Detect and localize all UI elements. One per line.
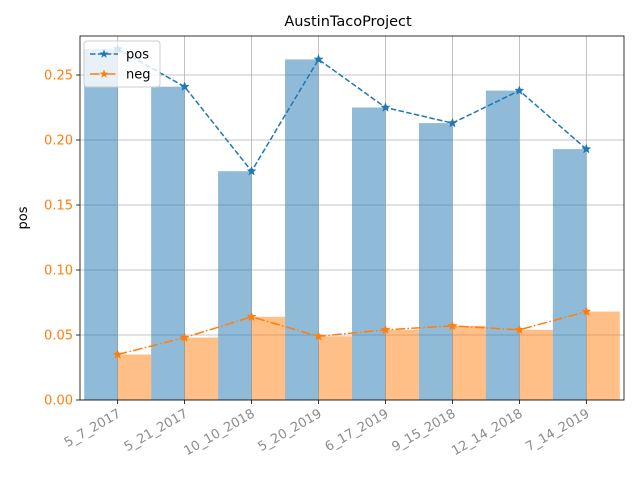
marker-pos — [447, 117, 458, 128]
bar-pos — [418, 123, 453, 400]
y-tick-label: 0.15 — [44, 199, 73, 214]
y-tick-label: 0.25 — [44, 69, 73, 84]
legend-marker-neg — [99, 69, 109, 78]
marker-pos — [179, 81, 190, 91]
marker-pos — [246, 165, 257, 176]
x-tick-label: 5_21_2017 — [122, 406, 191, 454]
bar-pos — [352, 107, 386, 400]
bar-pos — [84, 49, 118, 400]
marker-neg — [447, 320, 458, 331]
bar-neg — [586, 311, 620, 400]
y-tick-label: 0.20 — [44, 134, 73, 149]
marker-pos — [380, 102, 391, 112]
x-tick-label: 6_17_2019 — [323, 406, 392, 454]
bar-pos — [552, 149, 587, 400]
bar-pos — [285, 59, 319, 401]
y-tick-labels: 0.00 0.05 0.10 0.15 0.20 0.25 — [44, 69, 73, 409]
marker-pos — [514, 85, 525, 95]
y-tick-label: 0.05 — [44, 329, 73, 344]
y-axis-label: pos — [16, 206, 31, 229]
x-tick-label: 12_14_2018 — [449, 406, 525, 459]
bar-neg — [184, 337, 219, 400]
x-tick-labels: 5_7_20175_21_201710_10_20185_20_20196_17… — [62, 406, 592, 459]
marker-neg — [112, 349, 123, 359]
x-tick-label: 10_10_2018 — [182, 406, 258, 459]
bar-neg — [519, 329, 553, 400]
marker-neg — [246, 311, 257, 322]
y-tick-label: 0.10 — [44, 264, 73, 279]
legend-marker-pos — [99, 49, 109, 58]
bar-neg — [251, 316, 286, 400]
marker-neg — [581, 306, 592, 316]
y-tick-label: 0.00 — [44, 394, 73, 409]
marker-pos — [581, 143, 592, 154]
line-neg — [117, 310, 587, 356]
x-tick-label: 5_7_2017 — [62, 406, 124, 450]
bar-pos — [218, 171, 252, 400]
legend: pos neg — [83, 40, 161, 88]
chart-title: AustinTacoProject — [284, 14, 412, 30]
axes-frame — [76, 35, 625, 404]
x-tick-label: 5_20_2019 — [256, 406, 325, 454]
bar-pos — [151, 86, 185, 400]
bar-neg — [318, 336, 352, 400]
marker-neg — [380, 324, 391, 335]
legend-label-neg: neg — [126, 68, 151, 83]
lines-group — [112, 43, 592, 359]
marker-neg — [313, 330, 324, 341]
bars-group — [84, 49, 620, 401]
bar-neg — [385, 329, 419, 400]
plot-frame — [79, 35, 625, 401]
bar-neg — [452, 325, 486, 400]
legend-label-pos: pos — [126, 48, 149, 63]
bar-neg — [117, 354, 152, 400]
marker-pos — [313, 54, 324, 64]
line-pos — [117, 48, 587, 173]
x-tick-label: 7_14_2019 — [523, 406, 592, 454]
x-tick-label: 9_15_2018 — [390, 406, 459, 454]
marker-neg — [514, 324, 525, 335]
bar-pos — [485, 90, 520, 400]
marker-neg — [179, 332, 190, 342]
